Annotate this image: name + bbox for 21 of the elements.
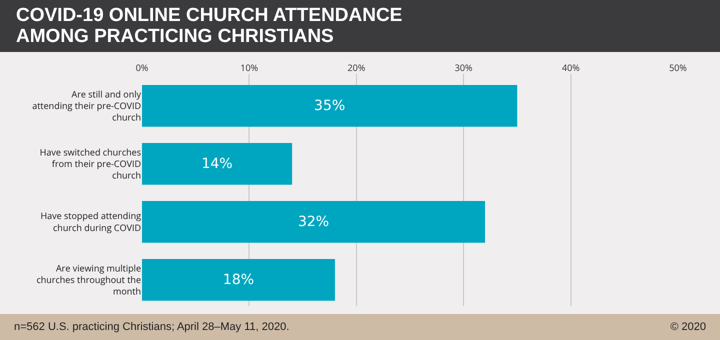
x-tick-label: 30% [454,61,472,74]
chart-title: COVID-19 ONLINE CHURCH ATTENDANCE AMONG PRACTICING CHRISTIANS [16,5,404,47]
bar [142,143,292,185]
x-tick-label: 40% [562,61,580,74]
y-tick-label: Have stopped attending church during COVID [40,209,142,234]
text: n=562 U.S. practicing Christians; April 28–May 11, 2020. [14,321,290,333]
data-label: 35% [314,98,346,114]
text: © 2020 [670,321,706,333]
data-label: 32% [298,214,330,230]
y-tick-label: Have switched churches from their pre-COVID church [40,145,141,182]
data-label: 14% [201,156,233,172]
y-tick-label: Are still and only attending their pre-COVID church [32,87,142,124]
x-tick-label: 10% [240,61,258,74]
bar [142,201,486,243]
bar [142,85,518,127]
bar [142,259,335,301]
x-tick-label: 0% [136,61,148,74]
x-tick-label: 20% [348,61,366,74]
y-tick-label: Are viewing multiple churches throughout the month [36,261,141,298]
data-label: 18% [222,272,254,288]
x-tick-label: 50% [669,61,687,74]
